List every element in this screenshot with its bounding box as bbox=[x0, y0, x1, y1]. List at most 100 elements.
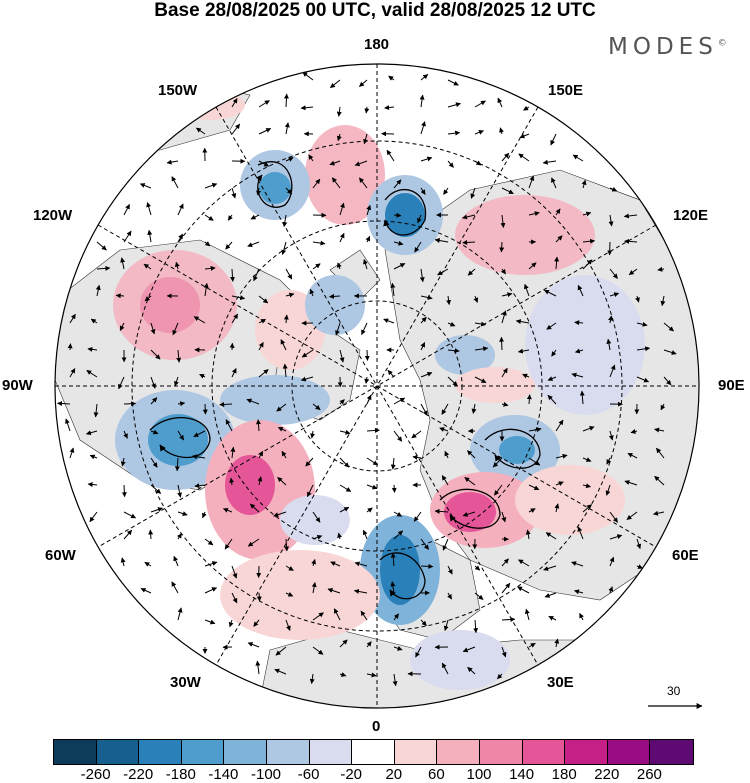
wind-vector bbox=[419, 94, 425, 108]
wind-vector bbox=[275, 646, 287, 656]
lon-label-120e: 120E bbox=[673, 207, 709, 224]
wind-vector bbox=[253, 619, 260, 627]
wind-vector bbox=[420, 371, 433, 378]
wind-vector bbox=[572, 154, 584, 162]
wind-vector bbox=[501, 616, 516, 622]
wind-vector bbox=[555, 453, 568, 459]
wind-vector bbox=[96, 265, 111, 271]
colorbar-swatch bbox=[479, 740, 523, 764]
wind-vector bbox=[393, 645, 403, 651]
wind-vector bbox=[627, 452, 638, 459]
wind-vector bbox=[555, 419, 564, 432]
wind-vector bbox=[434, 508, 449, 514]
wind-vector bbox=[89, 454, 98, 460]
wind-vector bbox=[330, 561, 341, 567]
wind-vector bbox=[202, 511, 207, 519]
wind-vector bbox=[441, 403, 449, 415]
colorbar-tick-label: 260 bbox=[636, 766, 662, 783]
wind-vector bbox=[636, 346, 651, 352]
wind-vector bbox=[420, 74, 429, 81]
wind-vector bbox=[366, 672, 377, 678]
wind-vector bbox=[447, 79, 459, 86]
wind-vector bbox=[545, 532, 557, 540]
wind-vector bbox=[140, 588, 152, 594]
wind-vector bbox=[249, 503, 260, 513]
wind-vector bbox=[467, 268, 476, 276]
wind-vector bbox=[439, 427, 449, 432]
wind-vector bbox=[474, 565, 481, 571]
wind-vector bbox=[501, 646, 507, 658]
wind-vector bbox=[522, 373, 530, 379]
wind-vector bbox=[256, 592, 262, 602]
wind-vector bbox=[285, 157, 294, 162]
wind-vector bbox=[420, 538, 430, 550]
wind-vector bbox=[443, 619, 449, 631]
wind-vector bbox=[329, 160, 341, 166]
wind-vector bbox=[473, 295, 479, 303]
wind-vector bbox=[609, 292, 620, 298]
wind-vector bbox=[663, 376, 672, 386]
wind-vector bbox=[150, 349, 161, 360]
wind-vector bbox=[444, 450, 450, 459]
wind-vector bbox=[462, 511, 476, 517]
wind-vector bbox=[499, 336, 505, 351]
wind-vector bbox=[86, 369, 98, 378]
wind-vector bbox=[420, 187, 426, 195]
colorbar-tick-label: -20 bbox=[340, 766, 363, 783]
wind-vector bbox=[312, 646, 324, 655]
wind-vector bbox=[606, 457, 612, 465]
wind-vector bbox=[579, 390, 585, 405]
wind-vector bbox=[571, 372, 584, 378]
wind-vector bbox=[447, 130, 461, 136]
wind-vector bbox=[635, 295, 640, 303]
wind-vector bbox=[118, 376, 125, 390]
wind-vector bbox=[518, 559, 530, 567]
wind-vector bbox=[609, 511, 619, 523]
colorbar-swatch bbox=[650, 740, 693, 764]
wind-vector bbox=[336, 262, 342, 270]
wind-vector bbox=[555, 235, 563, 243]
wind-vector bbox=[331, 177, 341, 189]
wind-vector bbox=[393, 179, 402, 189]
wind-vector bbox=[231, 565, 238, 579]
wind-vector bbox=[636, 376, 650, 383]
wind-vector bbox=[231, 187, 237, 199]
wind-vector bbox=[360, 610, 368, 621]
wind-vector bbox=[230, 446, 236, 459]
wind-vector bbox=[474, 160, 482, 166]
wind-vector bbox=[420, 403, 428, 416]
wind-vector bbox=[204, 265, 216, 271]
wind-vector bbox=[390, 457, 396, 470]
wind-vector bbox=[115, 293, 125, 299]
wind-vector bbox=[420, 342, 426, 351]
brand-name: MODES bbox=[608, 34, 718, 60]
wind-vector bbox=[366, 204, 372, 216]
wind-vector bbox=[415, 646, 422, 658]
wind-vector bbox=[582, 259, 593, 270]
wind-vector bbox=[363, 259, 368, 270]
wind-vector bbox=[362, 529, 368, 540]
colorbar-tick-label: 180 bbox=[551, 766, 577, 783]
wind-vector bbox=[519, 133, 530, 139]
wind-vector bbox=[177, 401, 186, 407]
colorbar-swatch bbox=[139, 740, 182, 764]
wind-vector bbox=[274, 668, 287, 675]
wind-vector bbox=[150, 322, 156, 335]
wind-vector bbox=[462, 214, 476, 220]
wind-vector bbox=[144, 561, 152, 567]
wind-vector bbox=[120, 557, 126, 567]
wind-vector bbox=[499, 127, 504, 135]
wind-vector bbox=[441, 662, 449, 675]
wind-vector bbox=[339, 457, 350, 468]
wind-vector bbox=[547, 376, 557, 381]
wind-vector bbox=[386, 149, 395, 162]
wind-vector bbox=[499, 241, 505, 253]
wind-vector bbox=[199, 373, 206, 379]
wind-vector bbox=[310, 430, 316, 439]
wind-vector bbox=[227, 214, 233, 221]
wind-vector bbox=[90, 318, 98, 324]
wind-vector bbox=[311, 559, 317, 567]
wind-vector bbox=[312, 534, 323, 540]
wind-vector bbox=[193, 316, 206, 324]
wind-vector bbox=[366, 641, 372, 648]
